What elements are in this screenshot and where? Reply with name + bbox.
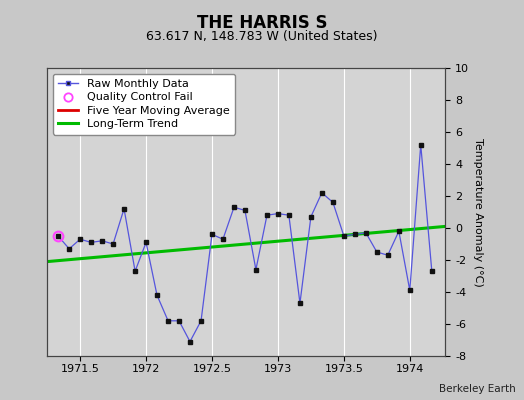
Text: Berkeley Earth: Berkeley Earth [440, 384, 516, 394]
Y-axis label: Temperature Anomaly (°C): Temperature Anomaly (°C) [473, 138, 483, 286]
Legend: Raw Monthly Data, Quality Control Fail, Five Year Moving Average, Long-Term Tren: Raw Monthly Data, Quality Control Fail, … [53, 74, 235, 135]
Text: 63.617 N, 148.783 W (United States): 63.617 N, 148.783 W (United States) [146, 30, 378, 43]
Text: THE HARRIS S: THE HARRIS S [196, 14, 328, 32]
